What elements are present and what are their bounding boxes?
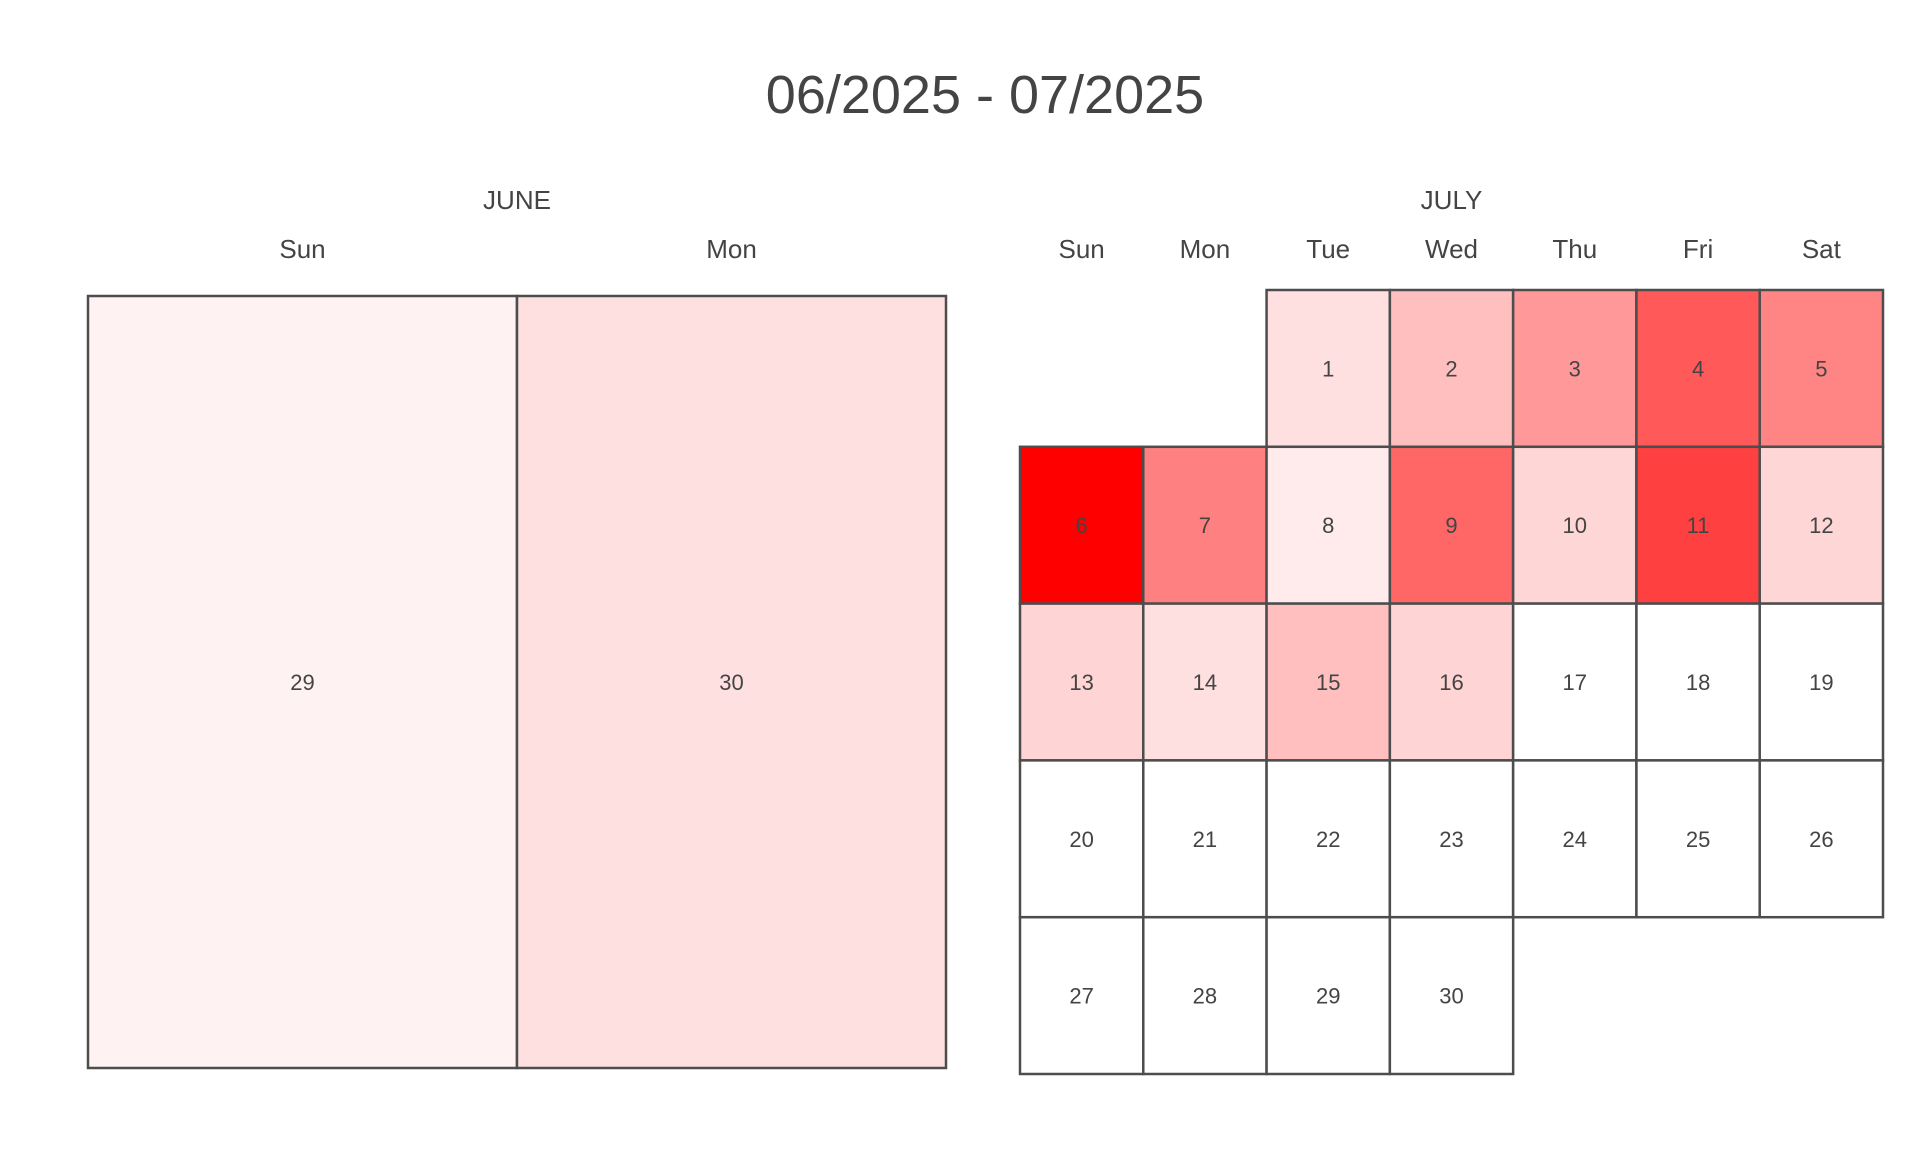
- weekday-label: Sun: [279, 234, 325, 264]
- day-number: 6: [1076, 513, 1088, 538]
- day-number: 11: [1687, 513, 1710, 538]
- day-cell: [1265, 602, 1392, 762]
- day-cell: [1388, 915, 1515, 1076]
- day-number: 1: [1322, 356, 1334, 381]
- day-number: 9: [1445, 513, 1457, 538]
- day-number: 18: [1686, 670, 1710, 695]
- day-number: 3: [1569, 356, 1581, 381]
- day-number: 10: [1563, 513, 1587, 538]
- weekday-label: Sun: [1059, 234, 1105, 264]
- day-number: 23: [1439, 827, 1463, 852]
- day-number: 15: [1316, 670, 1340, 695]
- day-cell: [86, 294, 519, 1070]
- day-cell: [1018, 445, 1145, 605]
- day-number: 16: [1439, 670, 1463, 695]
- day-cell: [1388, 759, 1515, 919]
- day-number: 30: [719, 670, 743, 695]
- day-number: 14: [1193, 670, 1217, 695]
- day-number: 13: [1069, 670, 1093, 695]
- day-cell: [1018, 759, 1145, 919]
- day-number: 7: [1199, 513, 1211, 538]
- weekday-label: Wed: [1425, 234, 1478, 264]
- day-cell: [1265, 445, 1392, 605]
- day-cell: [1265, 915, 1392, 1076]
- day-cell: [1388, 602, 1515, 762]
- day-number: 12: [1809, 513, 1833, 538]
- weekday-label: Mon: [1180, 234, 1231, 264]
- day-number: 29: [290, 670, 314, 695]
- day-cell: [1265, 288, 1392, 449]
- day-number: 19: [1809, 670, 1833, 695]
- month-panel-june: JUNE Sun Mon 29 30: [86, 185, 948, 1070]
- day-number: 17: [1563, 670, 1587, 695]
- day-number: 4: [1692, 356, 1704, 381]
- day-number: 27: [1069, 984, 1093, 1009]
- day-number: 25: [1686, 827, 1710, 852]
- day-number: 30: [1439, 984, 1463, 1009]
- day-cell: [1511, 445, 1638, 605]
- day-cell: [1142, 759, 1268, 919]
- day-number: 8: [1322, 513, 1334, 538]
- day-cell: [1758, 445, 1885, 605]
- weekday-label: Thu: [1552, 234, 1597, 264]
- month-label: JUNE: [483, 185, 551, 215]
- day-cell: [1758, 602, 1885, 762]
- day-number: 21: [1193, 827, 1217, 852]
- weekday-label: Fri: [1683, 234, 1713, 264]
- weekday-label: Tue: [1306, 234, 1350, 264]
- day-cell: [515, 294, 948, 1070]
- day-number: 28: [1193, 984, 1217, 1009]
- day-cell: [1635, 759, 1761, 919]
- day-number: 22: [1316, 827, 1340, 852]
- day-number: 20: [1069, 827, 1093, 852]
- day-number: 26: [1809, 827, 1833, 852]
- chart-title: 06/2025 - 07/2025: [766, 65, 1204, 125]
- day-cell: [1635, 602, 1761, 762]
- day-cell: [1758, 759, 1885, 919]
- day-number: 5: [1815, 356, 1827, 381]
- weekday-label: Mon: [706, 234, 757, 264]
- day-number: 2: [1445, 356, 1457, 381]
- day-number: 24: [1563, 827, 1587, 852]
- day-cell: [1142, 602, 1268, 762]
- month-label: JULY: [1421, 185, 1483, 215]
- day-cell: [1635, 288, 1761, 449]
- day-cell: [1511, 602, 1638, 762]
- day-cell: [1018, 915, 1145, 1076]
- day-number: 29: [1316, 984, 1340, 1009]
- weekday-label: Sat: [1802, 234, 1842, 264]
